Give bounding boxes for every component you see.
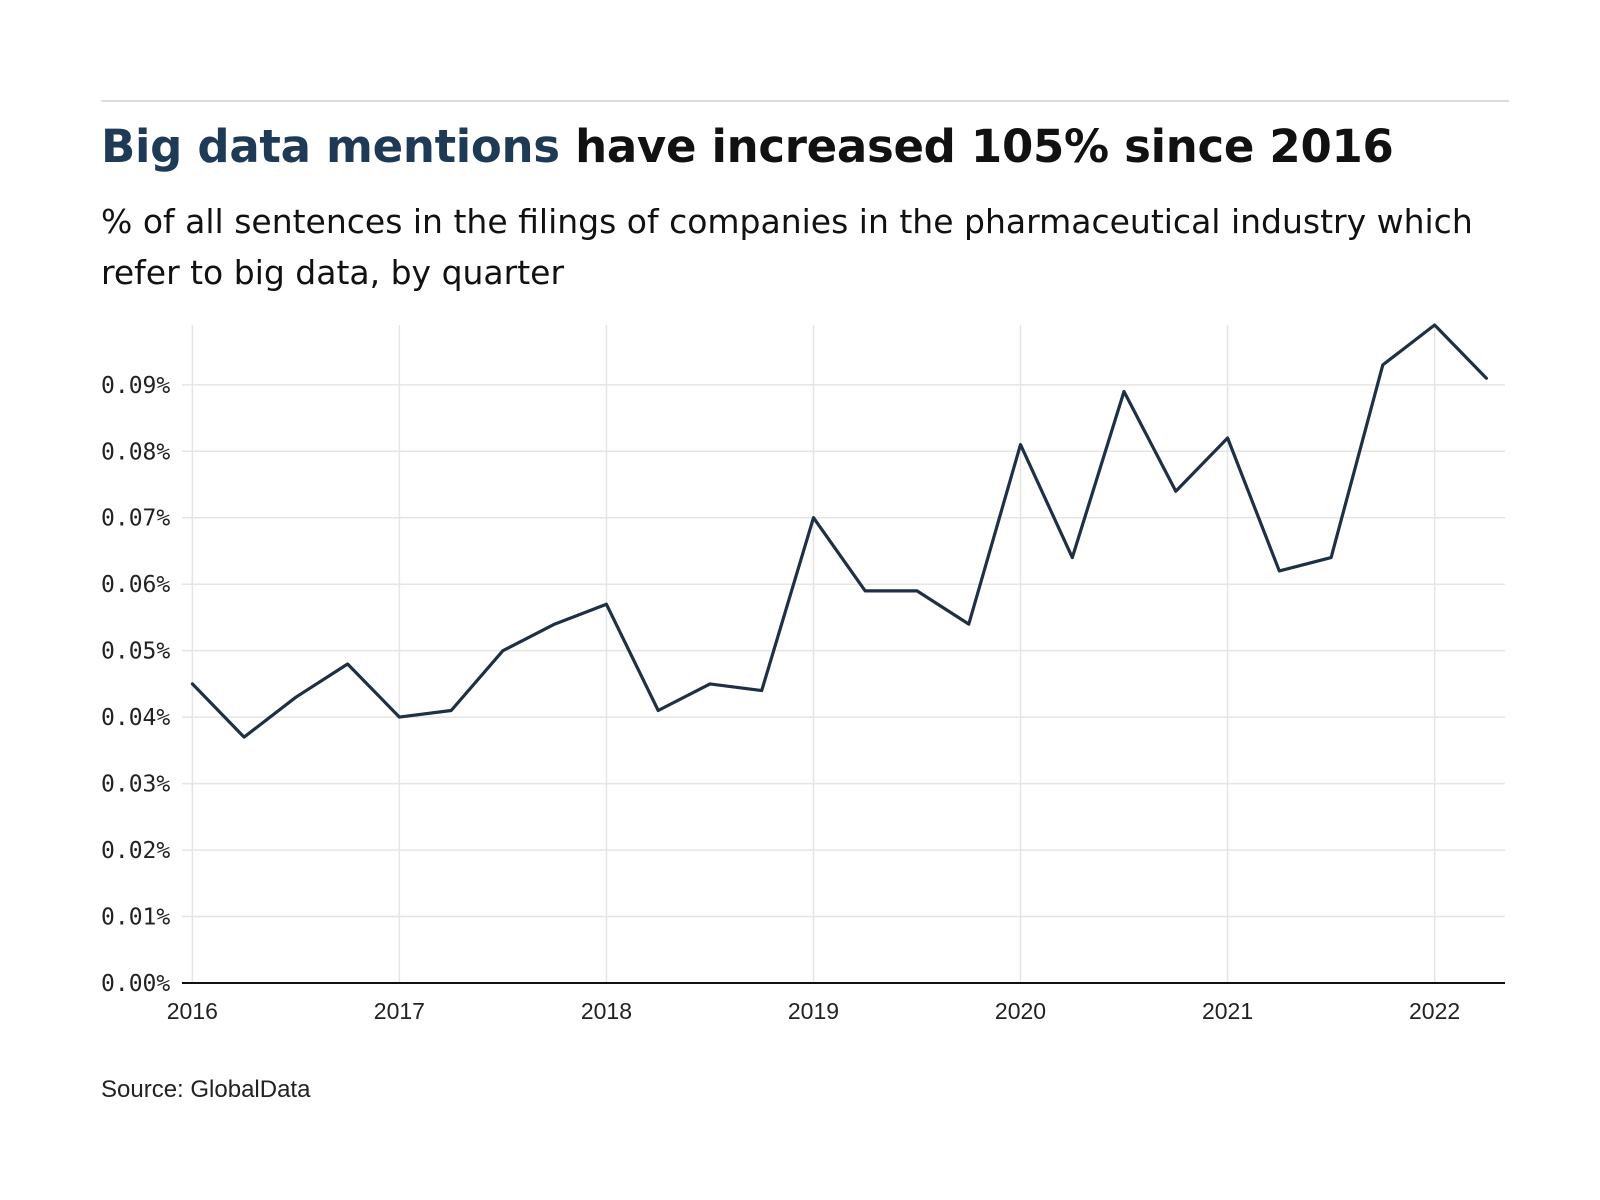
x-tick-label: 2016 <box>167 998 218 1024</box>
y-tick-label: 0.00% <box>101 971 170 997</box>
chart-title-rest: have increased 105% since 2016 <box>559 120 1394 173</box>
x-tick-label: 2020 <box>995 998 1046 1024</box>
chart-title-highlight: Big data mentions <box>101 120 560 173</box>
y-tick-label: 0.04% <box>101 705 170 731</box>
y-tick-label: 0.05% <box>101 639 170 665</box>
y-tick-label: 0.02% <box>101 838 170 864</box>
x-tick-label: 2019 <box>788 998 839 1024</box>
y-tick-label: 0.01% <box>101 905 170 931</box>
y-tick-label: 0.07% <box>101 506 170 532</box>
top-divider <box>101 100 1509 102</box>
chart-subtitle: % of all sentences in the filings of com… <box>101 202 1473 292</box>
y-tick-label: 0.09% <box>101 373 170 399</box>
grid-layer <box>182 325 1505 983</box>
x-tick-label: 2022 <box>1409 998 1460 1024</box>
y-tick-label: 0.08% <box>101 439 170 465</box>
chart-title: Big data mentions have increased 105% si… <box>101 120 1394 174</box>
y-tick-label: 0.03% <box>101 772 170 798</box>
series-layer <box>190 323 1489 739</box>
x-tick-label: 2018 <box>581 998 632 1024</box>
series-line <box>190 323 1489 739</box>
y-tick-label: 0.06% <box>101 572 170 598</box>
axis-layer: 2016 2017 2018 2019 2020 2021 2022 0.00% 0.01% 0.… <box>101 373 1505 1024</box>
source-note: Source: GlobalData <box>101 1076 311 1103</box>
x-tick-label: 2021 <box>1202 998 1253 1024</box>
x-tick-label: 2017 <box>374 998 425 1024</box>
